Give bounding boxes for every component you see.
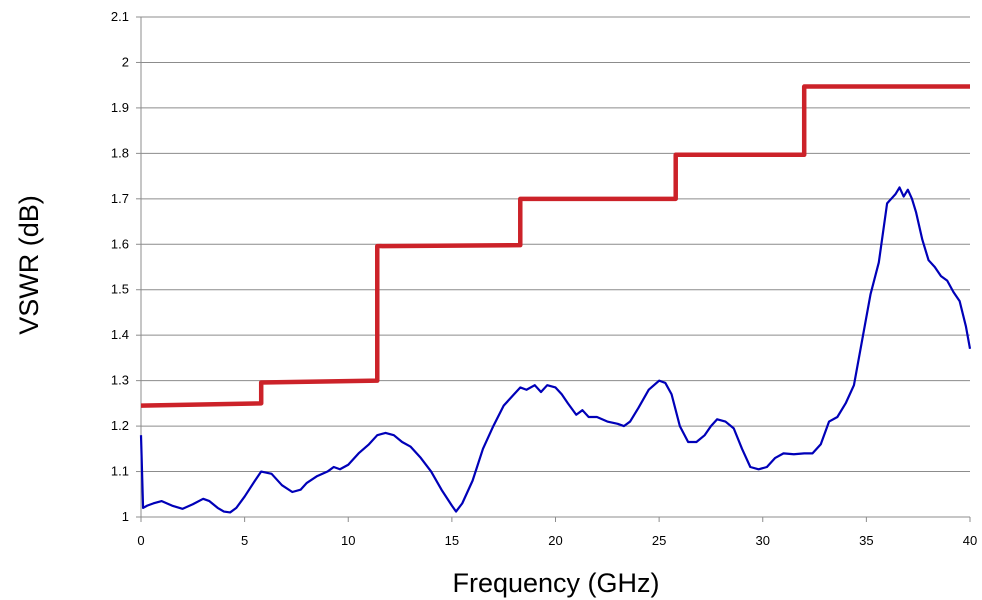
y-tick-label: 1.1 <box>111 464 129 479</box>
y-tick-label: 1.8 <box>111 145 129 160</box>
y-tick-label: 1.3 <box>111 373 129 388</box>
x-tick-label: 0 <box>137 533 144 548</box>
limit-line <box>140 84 970 408</box>
y-tick-label: 1.7 <box>111 191 129 206</box>
y-tick-label: 1.4 <box>111 327 129 342</box>
x-tick-label: 35 <box>859 533 873 548</box>
x-tick-label: 20 <box>548 533 562 548</box>
vswr-series <box>139 186 972 514</box>
x-axis-title: Frequency (GHz) <box>452 568 659 598</box>
gridlines <box>141 16 970 518</box>
y-tick-label: 2.1 <box>111 9 129 24</box>
y-tick-label: 2 <box>122 54 129 69</box>
y-tick-label: 1.9 <box>111 100 129 115</box>
y-tick-label: 1.6 <box>111 236 129 251</box>
axes <box>136 16 971 522</box>
series <box>139 84 972 514</box>
x-tick-label: 30 <box>756 533 770 548</box>
limit-series <box>140 84 970 408</box>
y-tick-label: 1.5 <box>111 282 129 297</box>
y-axis-title: VSWR (dB) <box>14 195 44 335</box>
x-tick-label: 10 <box>341 533 355 548</box>
x-tick-label: 15 <box>445 533 459 548</box>
y-tick-label: 1 <box>122 509 129 524</box>
x-tick-label: 5 <box>241 533 248 548</box>
x-tick-label: 40 <box>963 533 977 548</box>
y-tick-label: 1.2 <box>111 418 129 433</box>
x-tick-label: 25 <box>652 533 666 548</box>
tick-labels: 1 1.1 1.2 1.3 1.4 1.5 1.6 1.7 1.8 1.9 2 2.1 0 5 10 15 20… <box>111 9 977 548</box>
vswr-line <box>139 186 972 514</box>
